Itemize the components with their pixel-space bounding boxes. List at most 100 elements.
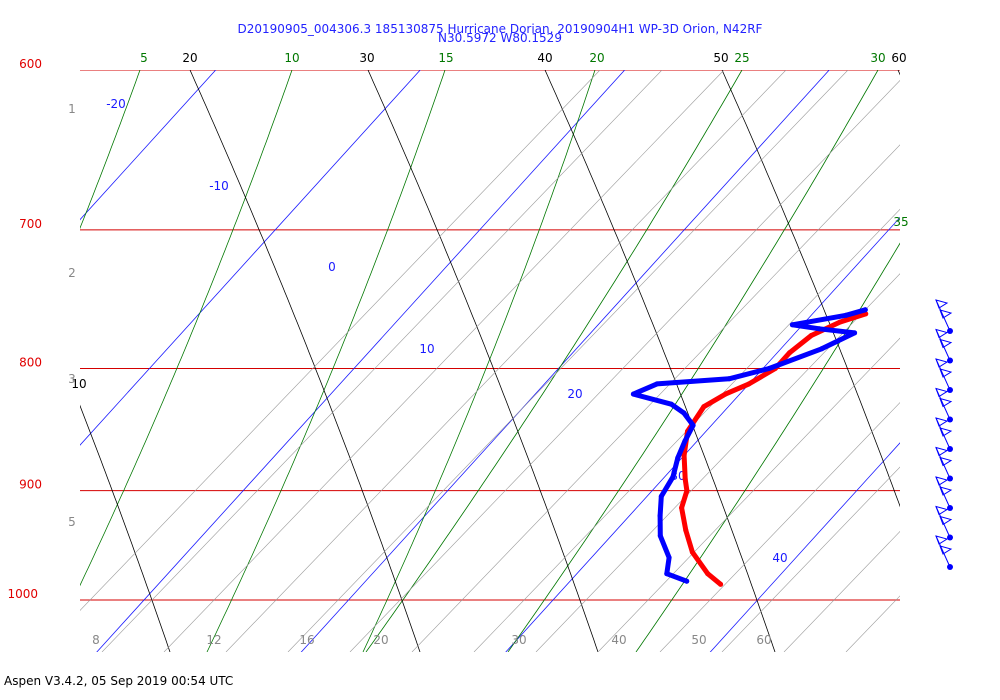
moist-adiabat-label: 10 — [284, 51, 299, 65]
mixing-ratio-line — [101, 70, 663, 652]
height-tick-label: 3 — [68, 372, 76, 386]
mixing-ratio-line — [349, 79, 900, 652]
mixing-ratio-line — [535, 273, 900, 652]
dry-adiabat-line — [544, 70, 776, 652]
mixing-ratio-line — [597, 337, 900, 652]
dewpoint-point — [658, 493, 664, 499]
moist-adiabat-line — [365, 70, 743, 652]
dewpoint-point — [681, 410, 687, 416]
temperature-point — [682, 476, 688, 482]
height-tick-label: 1 — [68, 102, 76, 116]
series-layer — [630, 307, 869, 587]
isotherm-label: 10 — [419, 342, 434, 356]
temperature-point — [746, 381, 752, 387]
mixing-ratio-line — [908, 70, 1000, 652]
dry-adiabat-line — [367, 70, 599, 652]
dewpoint-point — [675, 455, 681, 461]
mixing-ratio-label: 12 — [206, 633, 221, 647]
temperature-point — [787, 350, 792, 356]
temperature-point — [722, 391, 728, 397]
dry-adiabat-line — [189, 70, 421, 652]
temperature-profile — [679, 311, 869, 587]
isotherm-line — [505, 216, 900, 652]
wind-barb-flag — [939, 338, 953, 349]
dewpoint-point — [766, 366, 772, 371]
height-tick-label: 5 — [68, 515, 76, 529]
wind-barb-flag — [935, 417, 949, 427]
temperature-point — [679, 505, 685, 511]
dewpoint-point — [690, 422, 696, 428]
mixing-ratio-label: 50 — [691, 633, 706, 647]
wind-barb-flag — [935, 328, 949, 339]
mixing-ratio-line — [970, 70, 1000, 652]
wind-barb-flag — [939, 456, 953, 467]
chart-title: D20190905_004306.3 185130875 Hurricane D… — [238, 22, 763, 36]
isotherm-label: 0 — [328, 260, 336, 274]
isotherm-line — [709, 442, 900, 652]
mixing-ratio-line — [659, 402, 900, 652]
footer-text: Aspen V3.4.2, 05 Sep 2019 00:54 UTC — [4, 674, 234, 688]
pressure-tick-label: 900 — [19, 478, 42, 492]
wind-barb-flag — [935, 446, 949, 457]
dry-adiabat-label: 20 — [182, 51, 197, 65]
dewpoint-point — [670, 474, 676, 480]
dewpoint-point — [657, 533, 663, 539]
dry-adiabat-label: 10 — [71, 377, 86, 391]
dewpoint-point — [819, 346, 825, 352]
mixing-ratio-line — [473, 208, 900, 652]
dewpoint-point — [654, 381, 660, 387]
moist-adiabat-label: 30 — [870, 51, 885, 65]
wind-barb-flag — [939, 427, 953, 437]
dewpoint-profile — [630, 307, 868, 584]
dewpoint-point — [630, 391, 636, 397]
dry-adiabat-label: 50 — [713, 51, 728, 65]
mixing-ratio-line — [163, 70, 725, 652]
moist-adiabat-line — [206, 70, 446, 652]
wind-barb-flag — [935, 299, 949, 309]
mixing-ratio-label: 16 — [299, 633, 314, 647]
wind-barb-flag — [939, 309, 953, 319]
dry-adiabat-label: 30 — [359, 51, 374, 65]
dry-adiabat-label: 40 — [537, 51, 552, 65]
dewpoint-point — [664, 571, 670, 577]
wind-barb-layer — [935, 299, 953, 570]
temperature-point — [863, 311, 869, 317]
wind-barb-flag — [935, 358, 949, 368]
wind-barb-flag — [935, 476, 949, 486]
mixing-ratio-line — [225, 70, 787, 652]
temperature-point — [837, 319, 843, 325]
dewpoint-point — [789, 322, 795, 328]
moist-adiabat-line — [635, 242, 900, 652]
moist-adiabat-line — [80, 70, 141, 230]
moist-adiabat-label: 25 — [734, 51, 749, 65]
mixing-ratio-label: 30 — [511, 633, 526, 647]
dewpoint-point — [684, 578, 690, 584]
chart-subtitle: N30.5972 W80.1529 — [438, 31, 562, 45]
pressure-tick-label: 600 — [19, 57, 42, 71]
wind-barb-flag — [939, 397, 953, 408]
pressure-tick-label: 1000 — [7, 587, 38, 601]
isotherm-label: -10 — [209, 179, 229, 193]
pressure-tick-label: 700 — [19, 217, 42, 231]
temperature-point — [701, 404, 707, 410]
height-tick-label: 2 — [68, 266, 76, 280]
wind-barb-flag — [935, 505, 949, 516]
mixing-ratio-line — [845, 595, 900, 652]
temperature-point — [705, 571, 711, 577]
dry-adiabat-line — [80, 404, 171, 652]
mixing-ratio-line — [721, 466, 900, 652]
temperature-point — [718, 581, 724, 587]
isotherm-line — [300, 70, 830, 652]
dewpoint-point — [666, 555, 672, 561]
mixing-ratio-label: 60 — [756, 633, 771, 647]
temperature-point — [683, 527, 689, 533]
mixing-ratio-label: 8 — [92, 633, 100, 647]
mixing-ratio-label: 40 — [611, 633, 626, 647]
moist-adiabat-label: 15 — [438, 51, 453, 65]
moist-adiabat-line — [80, 70, 293, 587]
dewpoint-point — [682, 438, 688, 444]
pressure-tick-label: 800 — [19, 355, 42, 369]
wind-barb-flag — [935, 535, 949, 545]
isotherm-line — [96, 70, 626, 652]
